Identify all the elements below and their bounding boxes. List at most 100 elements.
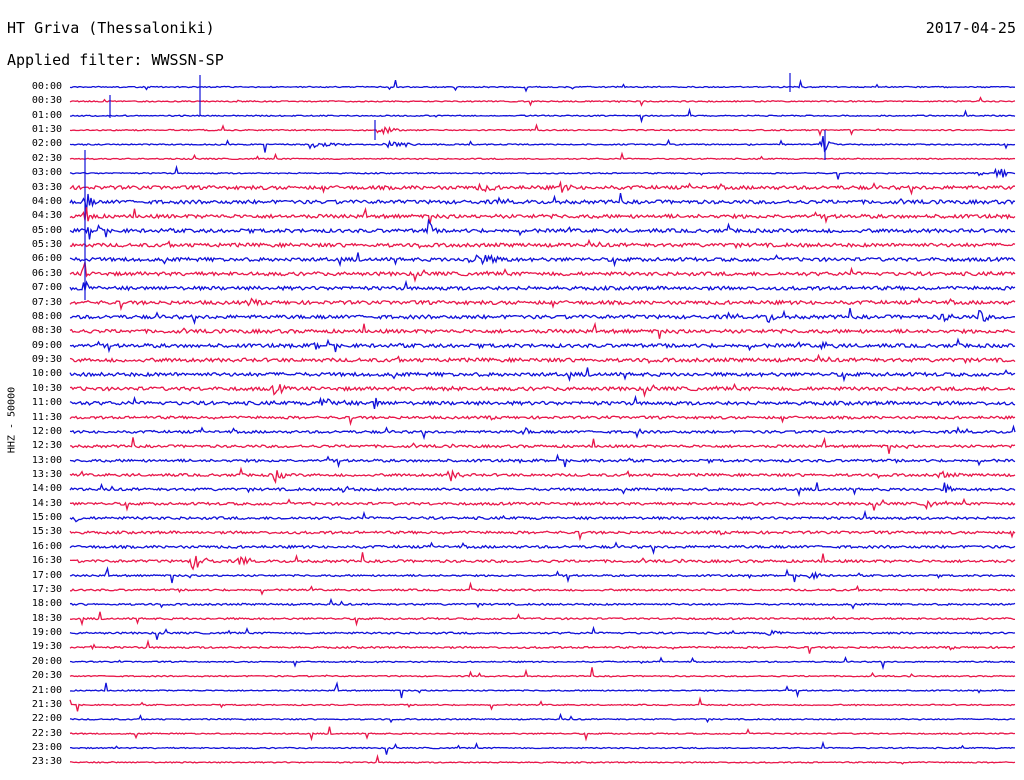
time-label: 23:00 (31, 742, 62, 754)
seismogram-trace (69, 367, 1016, 383)
time-label: 17:00 (31, 569, 62, 581)
seismogram-trace (69, 192, 1016, 212)
time-label: 00:30 (31, 95, 62, 107)
seismogram-trace (70, 107, 1016, 124)
time-label: 18:00 (31, 598, 62, 610)
seismogram-trace (69, 382, 1016, 398)
time-label: 08:00 (31, 310, 62, 322)
seismogram-trace (69, 696, 1016, 712)
time-label: 01:30 (31, 124, 62, 136)
seismogram-trace (69, 453, 1016, 469)
seismogram-trace (69, 667, 1016, 678)
seismogram-trace (69, 78, 1015, 93)
seismogram-trace (69, 509, 1016, 523)
time-label: 09:00 (31, 339, 62, 351)
seismogram-trace (69, 164, 1016, 180)
seismogram-trace (69, 466, 1016, 485)
time-label: 04:30 (31, 210, 62, 222)
time-label: 22:30 (31, 727, 62, 739)
seismogram-trace (69, 135, 1016, 153)
time-label: 14:30 (31, 497, 62, 509)
time-label: 08:30 (31, 325, 62, 337)
seismogram-trace (69, 726, 1016, 742)
time-label: 10:00 (31, 368, 62, 380)
date-label: 2017-04-25 (925, 19, 1016, 37)
seismogram-trace (69, 611, 1015, 627)
seismogram-trace (69, 552, 1016, 571)
time-label: 23:30 (31, 756, 62, 768)
time-label: 07:00 (31, 282, 62, 294)
seismogram-trace (69, 753, 1016, 765)
seismogram-trace (69, 541, 1016, 555)
time-label: 19:00 (31, 627, 62, 639)
time-label: 22:00 (31, 713, 62, 725)
time-label: 16:30 (31, 555, 62, 567)
time-label: 06:30 (31, 267, 62, 279)
time-label: 13:30 (31, 468, 62, 480)
time-label: 11:00 (31, 397, 62, 409)
seismogram-trace (69, 206, 1016, 224)
seismogram-trace (69, 123, 1016, 137)
time-label: 05:00 (31, 224, 62, 236)
time-label: 20:00 (31, 655, 62, 667)
time-label: 02:30 (31, 152, 62, 164)
seismogram-trace (69, 252, 1016, 268)
time-label: 00:00 (31, 81, 62, 92)
seismogram-trace (69, 529, 1016, 542)
seismogram-trace (69, 566, 1016, 584)
filter-label: Applied filter: WWSSN-SP (7, 51, 224, 69)
seismogram-trace (69, 321, 1016, 339)
time-label: 02:00 (31, 138, 62, 150)
seismogram-trace (69, 656, 1016, 671)
seismogram-trace (69, 681, 1016, 699)
seismogram-trace (69, 297, 1016, 312)
time-label: 17:30 (31, 583, 62, 595)
time-label: 11:30 (31, 411, 62, 423)
seismogram-trace (69, 740, 1015, 755)
seismogram-trace (69, 638, 1016, 654)
seismogram-trace (69, 597, 1016, 610)
time-label: 03:30 (31, 181, 62, 193)
time-label: 15:00 (31, 512, 62, 524)
time-label: 16:00 (31, 540, 62, 552)
time-label: 15:30 (31, 526, 62, 538)
time-label: 13:00 (31, 454, 62, 466)
time-label: 18:30 (31, 612, 62, 624)
seismogram-trace (69, 279, 1016, 292)
station-title: HT Griva (Thessaloniki) (7, 19, 215, 37)
seismogram-trace (69, 337, 1016, 354)
time-label: 03:00 (31, 167, 62, 179)
time-label: 01:00 (31, 109, 62, 121)
seismogram-trace (69, 394, 1016, 410)
seismogram-trace (69, 218, 1016, 240)
seismogram-trace (69, 307, 1016, 325)
time-label: 20:30 (31, 670, 62, 682)
time-label: 14:00 (31, 483, 62, 495)
seismogram-trace (69, 482, 1016, 498)
seismogram-trace (70, 581, 1016, 596)
seismogram-trace (69, 712, 1016, 724)
seismogram-trace (69, 415, 1016, 427)
time-label: 06:00 (31, 253, 62, 265)
time-label: 21:30 (31, 698, 62, 710)
seismogram-trace (69, 262, 1016, 283)
time-label: 21:00 (31, 684, 62, 696)
time-label: 04:00 (31, 195, 62, 207)
seismogram-trace (69, 96, 1016, 107)
seismogram-trace (69, 353, 1016, 365)
seismogram-trace (69, 497, 1016, 512)
time-label: 07:30 (31, 296, 62, 308)
seismogram-trace (69, 238, 1016, 250)
seismogram-trace (69, 151, 1016, 161)
time-label: 09:30 (31, 354, 62, 366)
time-label: 05:30 (31, 239, 62, 251)
time-label: 12:00 (31, 425, 62, 437)
time-label: 10:30 (31, 382, 62, 394)
time-axis: 00:00 00:30 01:00 01:30 02:00 02:30 03:00 03:30… (0, 0, 68, 780)
seismogram-trace (69, 424, 1016, 441)
seismogram-trace (69, 180, 1016, 196)
time-label: 19:30 (31, 641, 62, 653)
time-label: 12:30 (31, 440, 62, 452)
seismogram-trace (69, 625, 1016, 640)
